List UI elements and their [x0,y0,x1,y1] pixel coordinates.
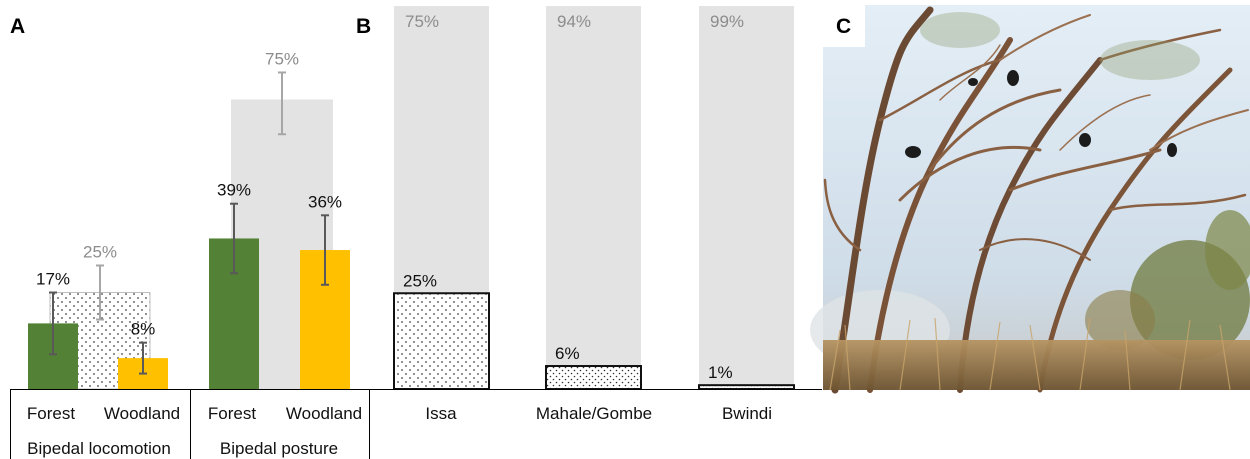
panel-a-chart: 25% 75% 17% 8% 39% 36% Forest Woodland Forest… [10,49,370,459]
photo-foliage [920,12,1250,360]
panel-a-overall-value-label: 75% [265,49,299,68]
photo-grass-blades [829,317,1231,391]
panel-a-habitat-value-label: 8% [131,320,156,339]
panel-letter-b: B [356,15,371,38]
panel-a-tick-label: Woodland [286,404,362,423]
panel-b-tick-label: Issa [425,404,457,423]
panel-b-lower-bar [698,384,795,391]
panel-a-habitat-error-bar [49,291,57,356]
panel-a-value-labels: 25% 75% 17% 8% 39% 36% [36,49,342,338]
panel-b-upper-bar [699,6,794,386]
panel-a-tick-label: Forest [208,404,256,423]
panel-a-tick-label: Forest [27,404,75,423]
photo-chimpanzees [905,70,1177,158]
panel-a-habitat-error-bar [139,341,147,375]
panel-a-habitat-error-bar [230,202,238,275]
panel-b-lower-value-label: 6% [555,344,580,363]
panel-a-overall-value-label: 25% [83,242,117,261]
panel-b-bars [393,6,795,391]
panel-a-tick-label: Woodland [104,404,180,423]
panel-a-group-label: Bipedal posture [220,439,338,458]
panel-b-value-labels: 75% 25% 94% 6% 99% 1% [403,12,744,382]
photo-trees [823,6,1249,394]
panel-b-upper-bar [394,6,489,294]
panel-a-overall-error-bar [96,264,104,321]
panel-b-lower-value-label: 1% [708,363,733,382]
panel-b-lower-value-label: 25% [403,271,437,290]
panel-a-overall-error-bar [278,71,286,136]
panel-b-lower-bar [393,292,490,390]
panel-letter-c: C [836,15,851,38]
panel-a-habitat-value-label: 17% [36,270,70,289]
panel-b-tick-label: Bwindi [722,404,772,423]
panel-b-upper-value-label: 75% [405,12,439,31]
photo-chimpanzees-in-trees: C [810,5,1250,394]
panel-b-chart: 75% 25% 94% 6% 99% 1% Issa Mahale/Gombe Bwind… [370,6,822,423]
photo-letter-bg [823,5,865,47]
panel-b-tick-label: Mahale/Gombe [536,404,652,423]
panel-b-lower-bar [545,365,642,390]
panel-b-upper-value-label: 99% [710,12,744,31]
panel-a-habitat-error-bar [321,214,329,286]
panel-a-habitat-value-label: 39% [217,181,251,200]
panel-letter-a: A [10,15,25,38]
panel-a-bars [28,99,350,390]
panel-b-upper-value-label: 94% [557,12,591,31]
panel-a-error-bars [49,71,329,375]
panel-a-group-label: Bipedal locomotion [27,439,171,458]
panel-b-upper-bar [546,6,641,367]
panel-a-habitat-value-label: 36% [308,192,342,211]
